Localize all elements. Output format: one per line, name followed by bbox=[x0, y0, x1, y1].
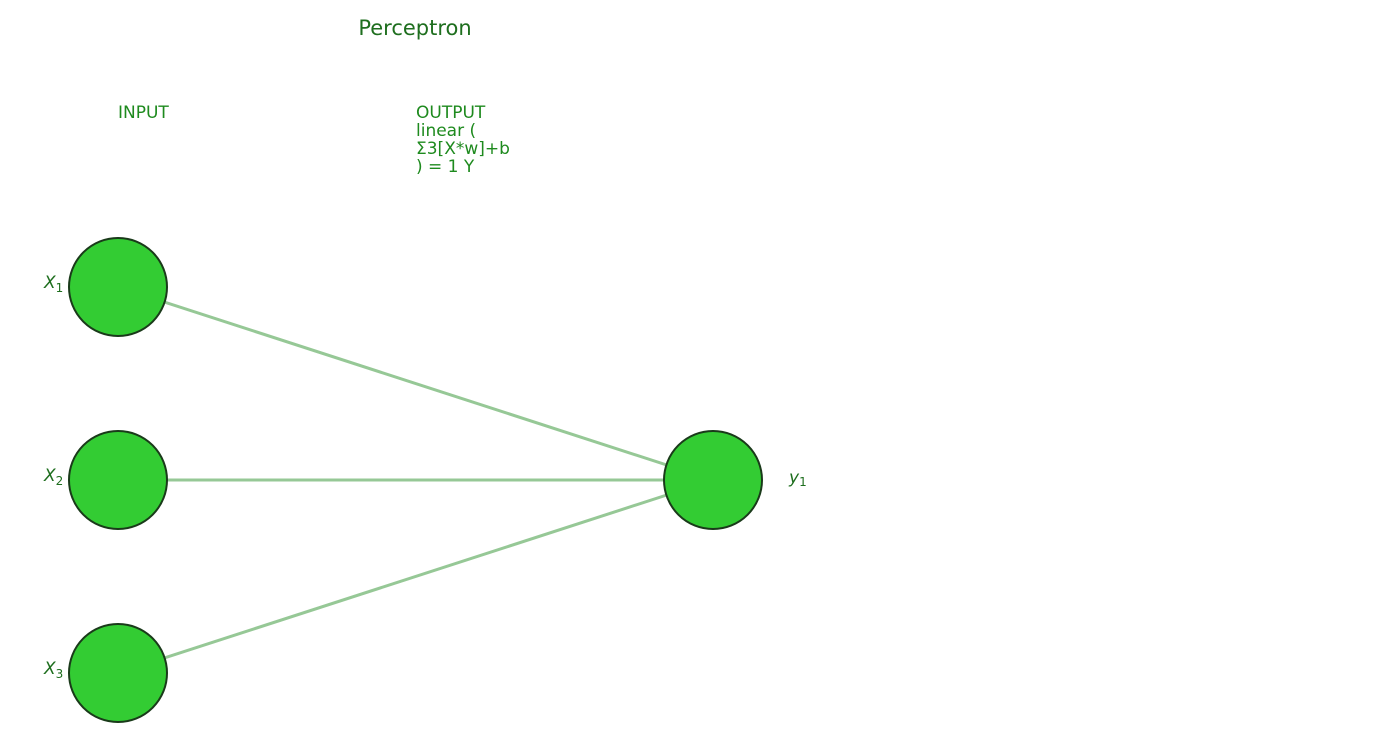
edge-x3-y1 bbox=[117, 478, 714, 675]
input-node-1 bbox=[68, 237, 168, 337]
input-layer-label: INPUT bbox=[118, 103, 169, 123]
diagram-title: Perceptron bbox=[358, 16, 471, 40]
output-node-1 bbox=[663, 430, 763, 530]
edge-x1-y1 bbox=[117, 285, 714, 482]
input-label-2: X2 bbox=[43, 466, 63, 488]
input-node-3 bbox=[68, 623, 168, 723]
input-label-1: X1 bbox=[43, 273, 63, 295]
input-label-3: X3 bbox=[43, 659, 63, 681]
output-layer-line-3: Σ3[X*w]+b bbox=[416, 139, 510, 159]
output-layer-line-1: OUTPUT bbox=[416, 103, 486, 123]
output-label-1: y1 bbox=[788, 468, 807, 489]
output-layer-line-2: linear ( bbox=[416, 121, 476, 141]
output-layer-line-4: ) = 1 Y bbox=[416, 157, 475, 177]
input-node-2 bbox=[68, 430, 168, 530]
